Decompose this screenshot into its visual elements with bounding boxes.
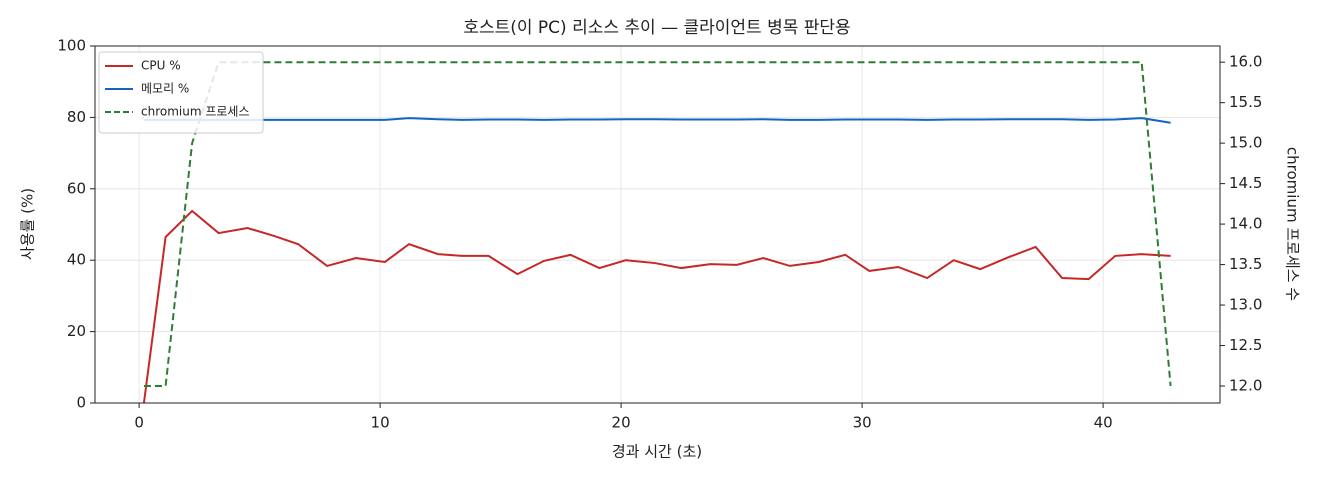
legend-label: 메모리 % (141, 82, 189, 96)
y-tick-label: 100 (57, 37, 86, 55)
series-line (143, 61, 1172, 387)
y-axis-label: 사용률 (%) (19, 188, 37, 260)
y2-axis-label: chromium 프로세스 수 (1284, 147, 1302, 301)
y-tick-label: 0 (76, 394, 86, 412)
y-tick-label: 40 (67, 251, 86, 269)
y2-tick-label: 15.0 (1229, 134, 1262, 152)
chart-title: 호스트(이 PC) 리소스 추이 — 클라이언트 병목 판단용 (463, 18, 850, 38)
x-tick-label: 10 (371, 414, 390, 432)
legend-label: chromium 프로세스 (141, 105, 250, 119)
x-tick-label: 20 (612, 414, 631, 432)
y2-tick-label: 16.0 (1229, 53, 1262, 71)
x-tick-label: 0 (134, 414, 144, 432)
y2-tick-label: 14.5 (1229, 174, 1262, 192)
y-tick-label: 80 (67, 108, 86, 126)
y2-tick-label: 15.5 (1229, 93, 1262, 111)
y-tick-label: 20 (67, 322, 86, 340)
series-line (143, 117, 1171, 124)
legend-box (98, 51, 264, 134)
y-tick-label: 60 (67, 179, 86, 197)
legend: CPU % 메모리 % chromium 프로세스 (98, 51, 264, 134)
plot-frame (94, 45, 1221, 404)
legend-label: CPU % (141, 59, 181, 73)
x-tick-label: 30 (853, 414, 872, 432)
y2-tick-label: 12.0 (1229, 377, 1262, 395)
x-tick-label: 40 (1094, 414, 1113, 432)
y2-tick-label: 14.0 (1229, 215, 1262, 233)
x-axis-label: 경과 시간 (초) (612, 443, 702, 461)
y2-tick-label: 13.0 (1229, 296, 1262, 314)
y2-tick-label: 12.5 (1229, 336, 1262, 354)
y2-tick-label: 13.5 (1229, 255, 1262, 273)
series-line (142, 209, 1171, 404)
